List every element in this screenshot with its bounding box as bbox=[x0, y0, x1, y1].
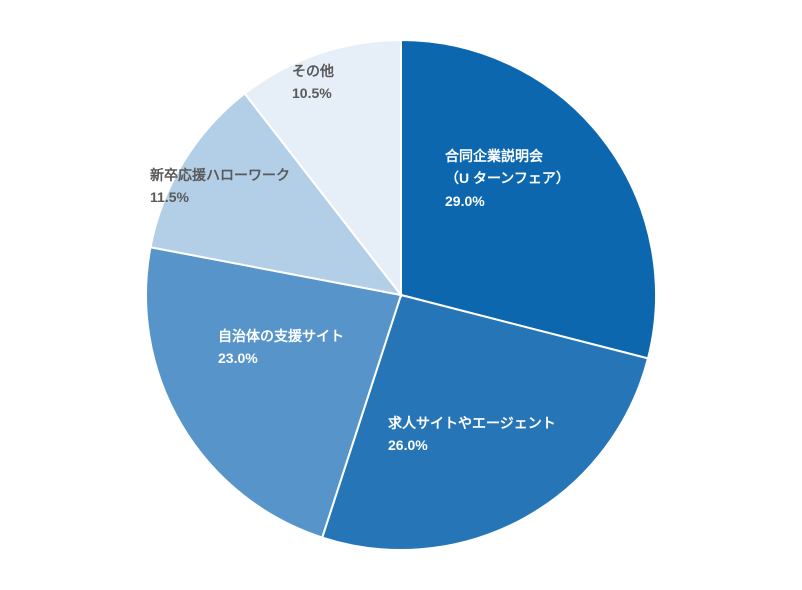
pie-chart bbox=[0, 0, 802, 590]
pie-chart-container bbox=[0, 0, 802, 590]
